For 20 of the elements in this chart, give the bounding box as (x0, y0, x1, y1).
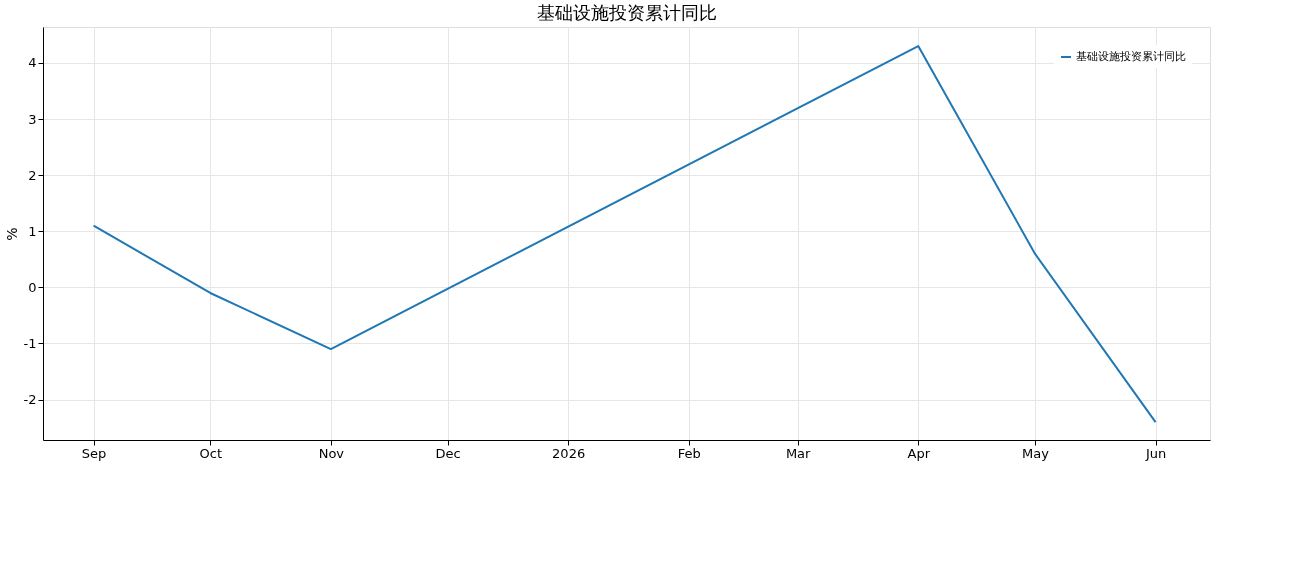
y-tick-label: -1 (23, 335, 37, 351)
chart-title: 基础设施投资累计同比 (536, 2, 717, 23)
y-tick-label: 3 (28, 111, 37, 127)
x-tick-label: Sep (81, 445, 107, 461)
x-tick-label: Mar (785, 445, 812, 461)
y-tick-label: -2 (23, 392, 37, 408)
y-tick-label: 4 (28, 55, 37, 71)
y-tick-label: 2 (28, 167, 37, 183)
y-tick-label: 0 (28, 279, 37, 295)
y-axis-title: % (3, 227, 20, 241)
x-tick-label: Jun (1144, 445, 1167, 461)
x-tick-label: Nov (318, 445, 345, 461)
legend-label: 基础设施投资累计同比 (1076, 50, 1186, 63)
x-tick-label: 2026 (552, 445, 586, 461)
x-tick-label: Oct (199, 445, 223, 461)
x-tick-label: Dec (435, 445, 461, 461)
x-tick-label: Apr (907, 445, 931, 461)
x-tick-label: Feb (677, 445, 701, 461)
y-tick-label: 1 (28, 223, 37, 239)
x-tick-label: May (1022, 445, 1050, 461)
